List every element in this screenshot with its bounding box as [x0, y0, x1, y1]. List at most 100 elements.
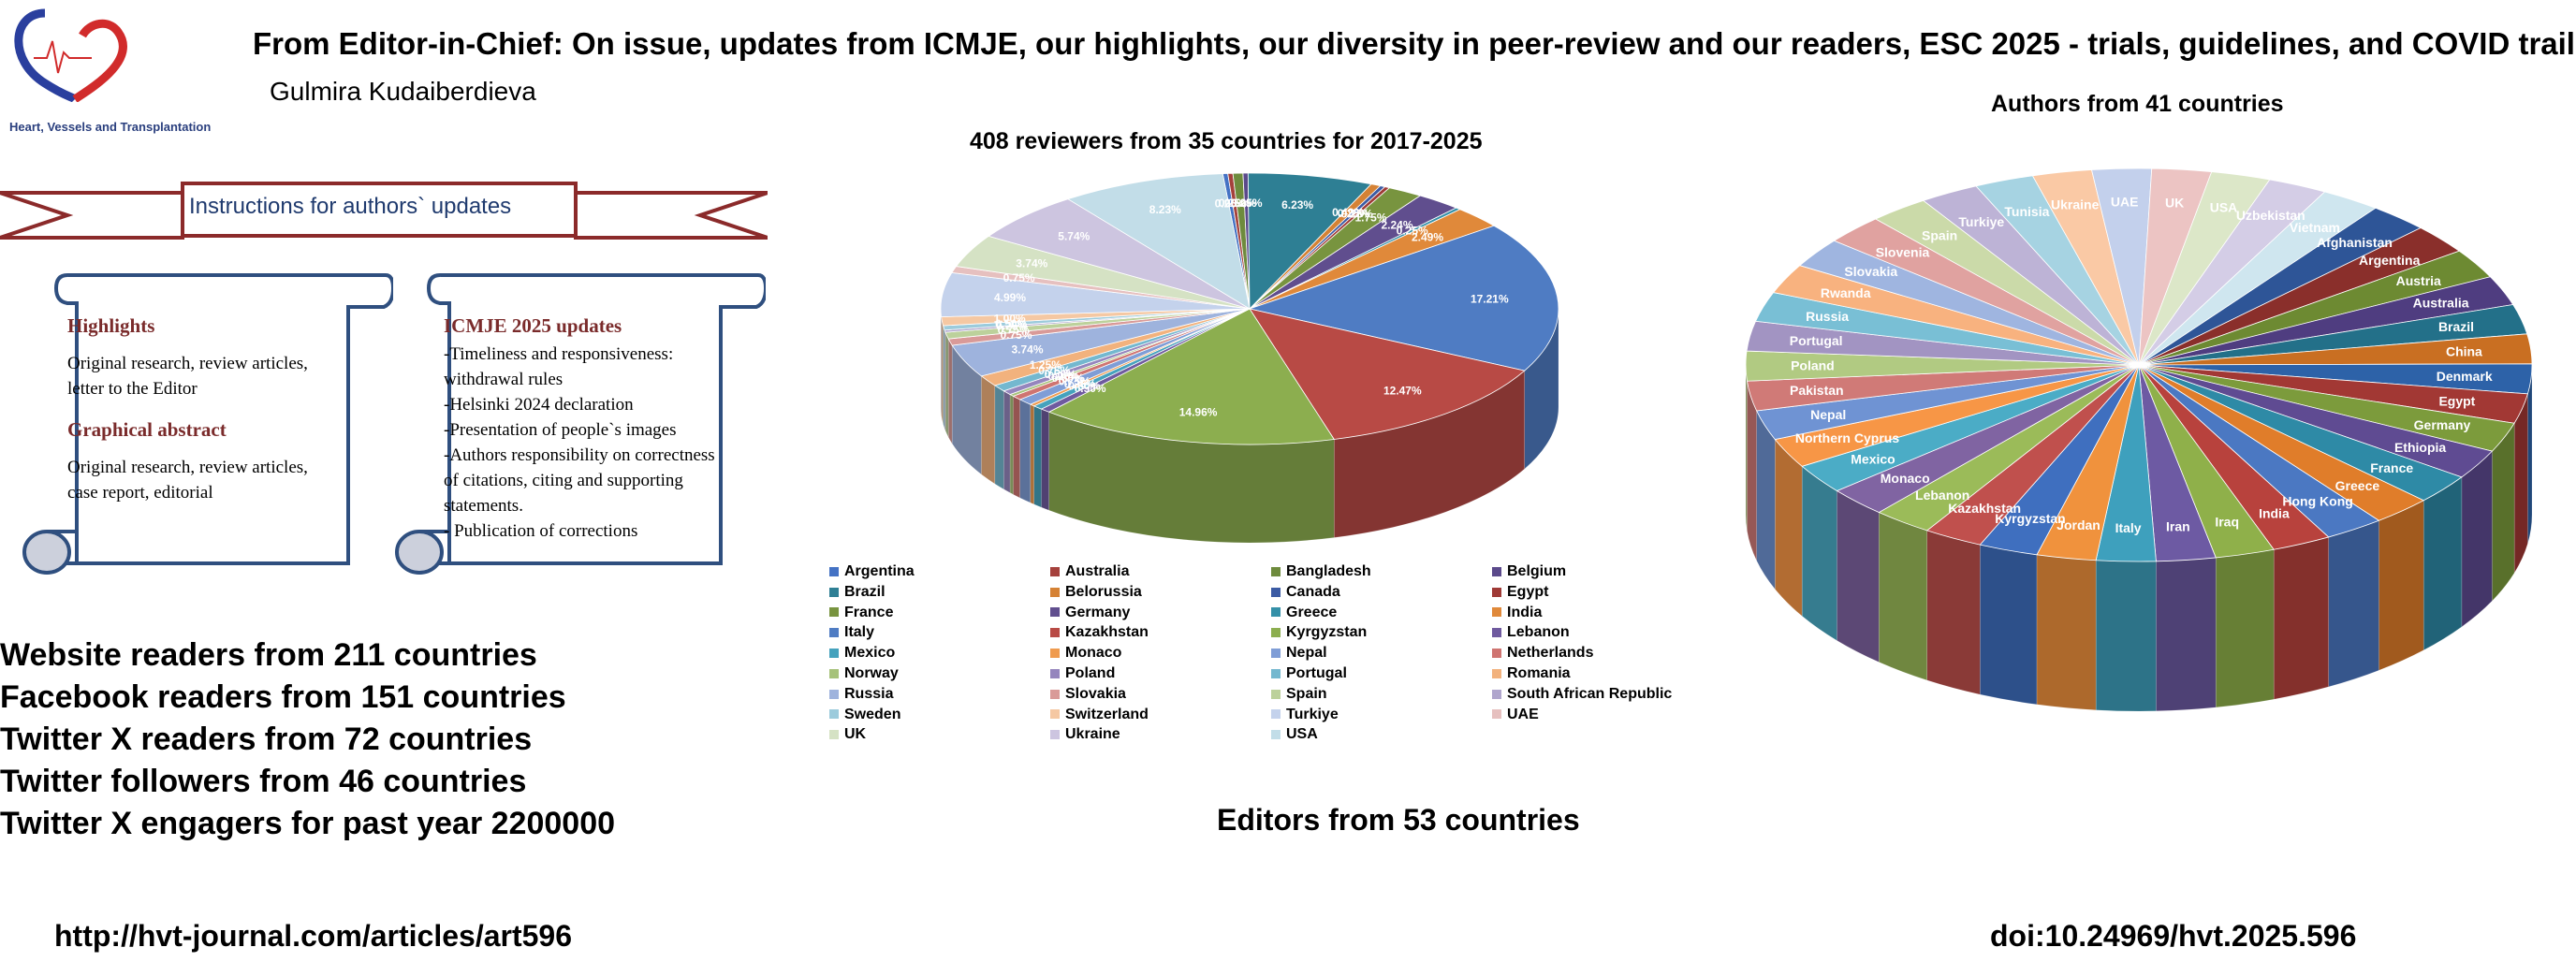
- authors-label: Germany: [2414, 417, 2471, 432]
- authors-label: Lebanon: [1915, 488, 1969, 503]
- authors-label: Slovenia: [1876, 245, 1930, 260]
- article-url[interactable]: http://hvt-journal.com/articles/art596: [54, 919, 573, 953]
- reviewers-side: [1041, 408, 1049, 511]
- reviewers-label: 4.99%: [994, 291, 1026, 304]
- legend-label: Portugal: [1286, 665, 1347, 681]
- legend-item: France: [829, 605, 893, 621]
- reviewers-label: 0.50%: [1075, 382, 1106, 395]
- authors-label: Italy: [2115, 520, 2142, 535]
- legend-item: Monaco: [1050, 645, 1121, 662]
- authors-label: Australia: [2413, 296, 2469, 311]
- journal-logo: [14, 8, 127, 102]
- reviewers-label: 0.25%: [1219, 197, 1251, 210]
- authors-slice: [2138, 191, 2377, 366]
- legend-swatch: [1271, 607, 1281, 618]
- authors-label: India: [2259, 505, 2290, 520]
- legend-label: Brazil: [844, 583, 886, 600]
- reviewers-side: [1009, 394, 1014, 495]
- legend-item: Canada: [1271, 584, 1340, 601]
- legend-item: Bangladesh: [1271, 563, 1371, 580]
- authors-side: [2036, 554, 2097, 711]
- legend-swatch: [829, 689, 839, 699]
- authors-side: [1980, 544, 2038, 706]
- reviewers-label: 0.25%: [1397, 225, 1428, 238]
- reviewers-label: 0.25%: [1338, 207, 1369, 220]
- reviewers-label: 0.50%: [1068, 379, 1100, 392]
- legend-label: UK: [844, 726, 867, 743]
- legend-swatch: [1050, 587, 1060, 597]
- reviewers-legend: Argentina Australia Bangladesh Belgium Brazi…: [829, 563, 1672, 751]
- reviewers-label: 3.74%: [1016, 257, 1047, 270]
- authors-label: UK: [2165, 195, 2184, 210]
- legend-label: Poland: [1065, 665, 1116, 681]
- authors-side: [2328, 519, 2379, 688]
- authors-label: Greece: [2335, 478, 2380, 493]
- legend-label: Canada: [1286, 583, 1340, 600]
- reviewers-label: 1.25%: [1030, 358, 1061, 372]
- reviewers-side: [1033, 405, 1042, 508]
- legend-item: Brazil: [829, 584, 886, 601]
- reviewers-side: [1013, 395, 1020, 499]
- legend-item: Spain: [1271, 686, 1327, 703]
- legend-label: Romania: [1507, 665, 1571, 681]
- reviewers-label: 0.25%: [1231, 197, 1263, 210]
- highlights-text: Original research, review articles, lett…: [67, 354, 308, 399]
- readers-line: Twitter X engagers for past year 2200000: [0, 806, 616, 841]
- reviewers-side: [994, 385, 1004, 490]
- authors-label: Tunisia: [2004, 204, 2049, 219]
- reviewers-label: 0.49%: [1332, 206, 1364, 219]
- authors-label: Turkiye: [1958, 214, 2004, 229]
- legend-label: Germany: [1065, 604, 1131, 620]
- icmje-scroll: ICMJE 2025 updates -Timeliness and respo…: [391, 266, 766, 584]
- legend-label: Slovakia: [1065, 685, 1126, 702]
- reviewers-slice: [1249, 308, 1526, 440]
- reviewers-slice: [1248, 225, 1559, 372]
- authors-label: Ethiopia: [2394, 440, 2446, 455]
- reviewers-side: [1030, 403, 1034, 505]
- legend-item: Netherlands: [1492, 645, 1593, 662]
- authors-side: [1879, 512, 1927, 681]
- legend-item: Norway: [829, 665, 899, 682]
- reviewers-label: 12.47%: [1383, 384, 1422, 397]
- legend-label: Switzerland: [1065, 706, 1149, 722]
- legend-item: Turkiye: [1271, 707, 1339, 723]
- authors-side: [1745, 364, 1748, 532]
- authors-side: [1775, 438, 1803, 617]
- authors-label: Jordan: [2056, 517, 2100, 532]
- legend-swatch: [1271, 730, 1281, 740]
- reviewers-label: 0.75%: [1003, 271, 1035, 284]
- authors-label: Mexico: [1851, 452, 1895, 467]
- authors-side: [2156, 557, 2217, 712]
- readers-line: Twitter followers from 46 countries: [0, 764, 527, 799]
- legend-item: Belorussia: [1050, 584, 1142, 601]
- reviewers-label: 0.50%: [1224, 197, 1256, 210]
- legend-swatch: [1271, 709, 1281, 720]
- reviewers-label: 0.50%: [995, 317, 1027, 330]
- legend-label: Mexico: [844, 645, 896, 662]
- authors-label: Argentina: [2359, 253, 2421, 268]
- authors-label: Nepal: [1810, 407, 1846, 422]
- legend-label: Belgium: [1507, 563, 1567, 579]
- legend-swatch: [1271, 689, 1281, 699]
- legend-label: Kazakhstan: [1065, 624, 1149, 641]
- legend-swatch: [1492, 648, 1501, 658]
- legend-swatch: [1492, 607, 1501, 618]
- icmje-line: -Timeliness and responsiveness: withdraw…: [444, 344, 674, 389]
- legend-swatch: [829, 587, 839, 597]
- legend-item: UK: [829, 726, 866, 743]
- legend-item: Italy: [829, 624, 874, 641]
- legend-item: Mexico: [829, 645, 895, 662]
- reviewers-label: 5.74%: [1058, 230, 1090, 243]
- legend-item: Germany: [1050, 605, 1130, 621]
- legend-swatch: [1050, 566, 1060, 576]
- authors-side: [1837, 489, 1880, 663]
- legend-item: Ukraine: [1050, 726, 1120, 743]
- authors-label: UAE: [2111, 195, 2139, 210]
- reviewers-side: [1019, 399, 1032, 503]
- authors-label: Ukraine: [2051, 197, 2100, 212]
- article-doi: doi:10.24969/hvt.2025.596: [1990, 919, 2357, 953]
- icmje-line: - Publication of corrections: [444, 521, 638, 541]
- authors-side: [2378, 500, 2424, 671]
- authors-side: [2461, 450, 2493, 628]
- legend-item: Kazakhstan: [1050, 624, 1149, 641]
